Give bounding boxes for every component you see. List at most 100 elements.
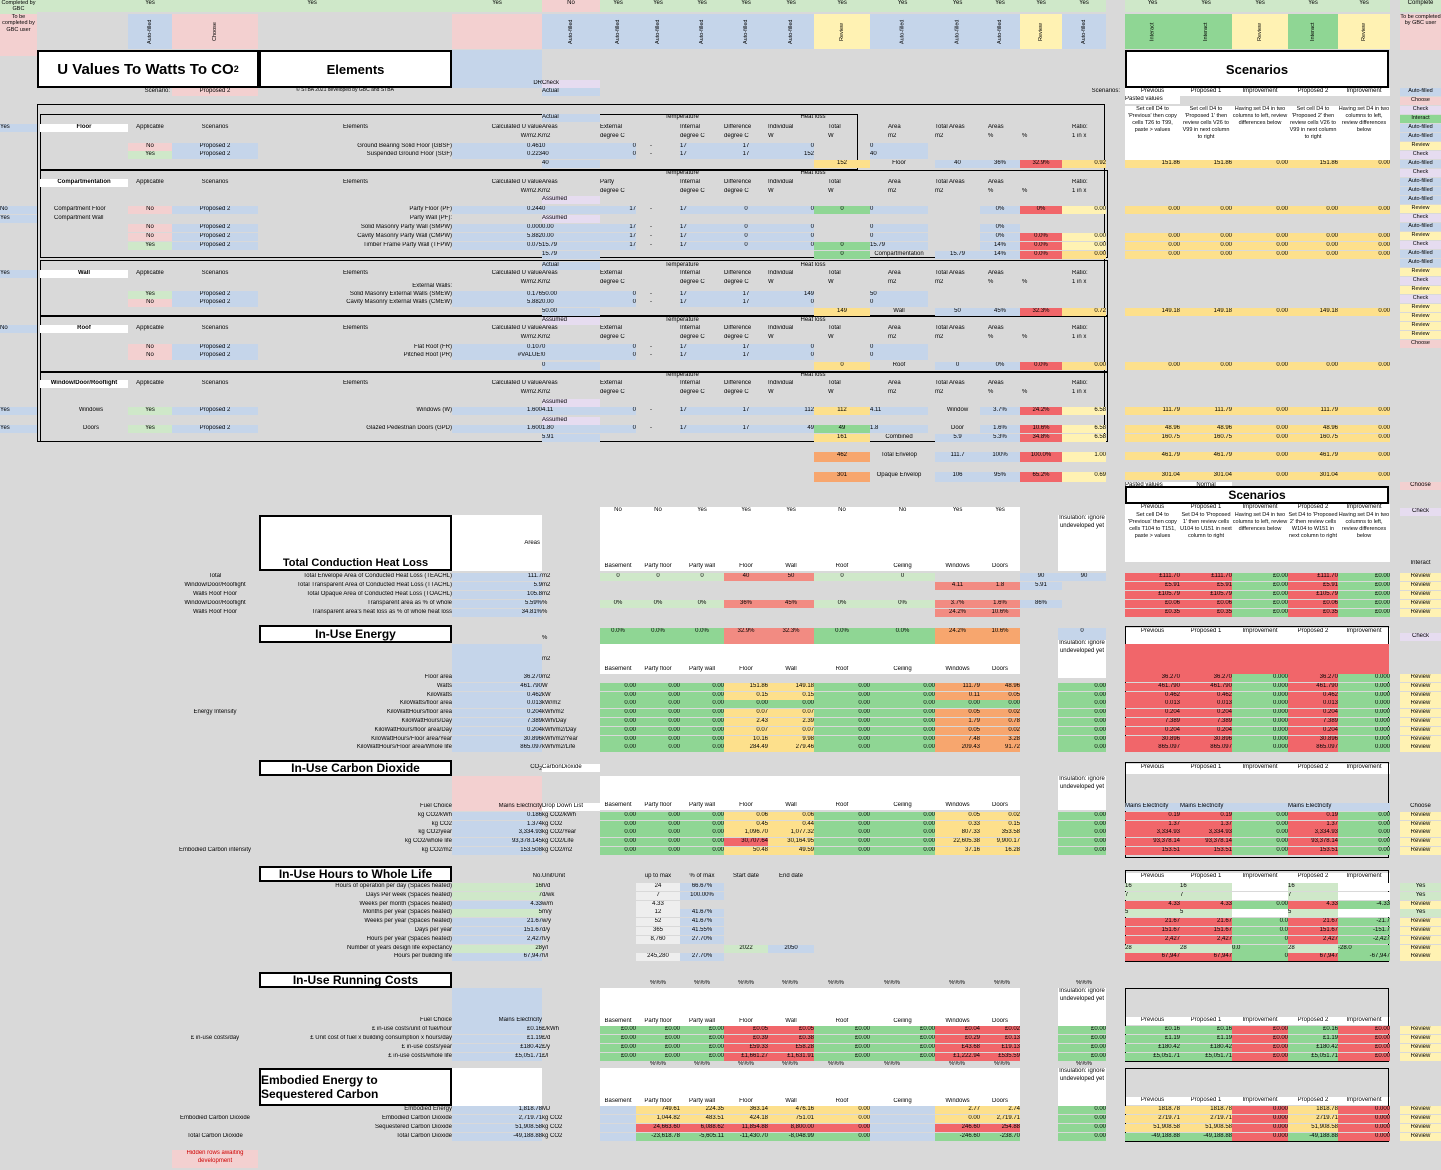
roof-side-status[interactable]: No — [0, 325, 37, 333]
component-value: 424.18 — [724, 1115, 768, 1123]
component-value: £0.00 — [680, 1035, 724, 1043]
row-value[interactable]: 28 — [452, 944, 542, 953]
scenario-select[interactable]: Proposed 2 — [172, 88, 258, 96]
scenario-value: 0.013 — [1288, 700, 1338, 709]
component-col-4: Wall — [768, 563, 814, 571]
row-value[interactable]: Mains Electricity — [452, 803, 542, 811]
section-ratio: 0.00 — [1062, 362, 1106, 370]
status-review: Review — [1400, 744, 1441, 753]
component-col-space — [680, 1068, 724, 1098]
scenario-cell[interactable]: Proposed 2 — [172, 206, 258, 214]
scenario-cell[interactable]: Proposed 2 — [172, 224, 258, 232]
row-label: KiloWatts/floor area — [399, 700, 452, 707]
scenario-cell[interactable]: Proposed 2 — [172, 151, 258, 159]
component-value: 0.02 — [980, 811, 1020, 820]
applicable-select[interactable]: No — [128, 206, 172, 214]
scenario-value — [1338, 803, 1390, 811]
row-value[interactable]: 5 — [452, 909, 542, 918]
component-value: £0.04 — [935, 1026, 980, 1034]
temperature-header: Temperature — [665, 114, 699, 120]
component-col-8: Doors — [980, 1098, 1020, 1106]
scenario-head: Proposed 2 — [1288, 628, 1338, 644]
scenario-value: 111.79 — [1288, 407, 1338, 415]
applicable-select[interactable]: Yes — [128, 407, 172, 415]
col-heatloss — [1022, 270, 1062, 278]
internal-temp: 17 — [680, 143, 724, 151]
row-unit: kg CO2 — [542, 820, 563, 827]
pct-unit: % — [542, 635, 548, 641]
pct-marker: %%% — [948, 1061, 965, 1067]
row-value[interactable]: 7 — [452, 891, 542, 900]
row-value[interactable]: Mains Electricity — [452, 1017, 542, 1025]
applicable-select[interactable]: Yes — [128, 425, 172, 433]
floor-side-status[interactable]: Yes — [0, 124, 37, 132]
scenario-value: £0.00 — [1232, 609, 1288, 617]
difference: 17 — [724, 299, 768, 307]
hours-col-start: Start date — [732, 873, 759, 879]
component-value: 0.00 — [680, 838, 724, 847]
scenario-cell[interactable]: Proposed 2 — [172, 299, 258, 307]
component-value: 0.05 — [935, 726, 980, 735]
component-col-8: Doors — [980, 563, 1020, 571]
window-side-status[interactable]: Yes — [0, 407, 37, 415]
component-value: £0.00 — [636, 1044, 680, 1052]
scenario-cell[interactable]: Proposed 2 — [172, 291, 258, 299]
component-applicable: Yes — [724, 507, 768, 515]
section-total-areas: 40 — [935, 160, 980, 168]
applicable-select[interactable]: No — [128, 233, 172, 241]
scenario-cell[interactable]: Proposed 2 — [172, 407, 258, 415]
component-value: 0.05 — [980, 691, 1020, 700]
component-col-2: Party wall — [680, 1018, 724, 1026]
applicable-select[interactable]: No — [128, 299, 172, 307]
scenario-value: 0.00 — [1232, 829, 1288, 838]
extra-value: 0.00 — [1058, 847, 1106, 855]
dr-cell — [452, 50, 542, 88]
applicable-select[interactable]: Yes — [128, 151, 172, 159]
window-side-status[interactable]: Yes — [0, 425, 37, 433]
scenario-column-label: Interact — [1125, 14, 1180, 49]
applicable-select[interactable]: Yes — [128, 291, 172, 299]
element-name: Suspended Ground Floor (SGF) — [366, 151, 452, 157]
component-value: 0.00 — [814, 1133, 870, 1141]
status-review: Review — [1400, 322, 1441, 330]
applicable-select[interactable]: No — [128, 143, 172, 151]
col-applicable: Applicable — [136, 124, 164, 130]
unit: W — [768, 279, 774, 285]
extra-value: 0.00 — [1058, 811, 1106, 820]
scenario-cell[interactable]: Proposed 2 — [172, 344, 258, 352]
col-total: Total — [828, 380, 841, 386]
scenario-head: Improvement — [1338, 504, 1390, 512]
component-value: 24.2% — [935, 609, 980, 617]
scenario-cell[interactable]: Proposed 2 — [172, 425, 258, 433]
row-value[interactable]: 16 — [452, 883, 542, 891]
scenario-cell[interactable]: Proposed 2 — [172, 352, 258, 360]
dash: - — [650, 224, 652, 230]
difference: 0 — [724, 206, 768, 214]
scenario-value: 7.389 — [1180, 718, 1232, 726]
pct-marker: %%% — [883, 980, 900, 986]
component-value: 0.00 — [814, 820, 870, 829]
start-date[interactable]: 2022 — [724, 944, 768, 953]
individual-w: 0 — [768, 299, 814, 307]
scenario-value: £0.00 — [1232, 1044, 1288, 1052]
scenario-cell[interactable]: Proposed 2 — [172, 233, 258, 241]
applicable-select[interactable]: No — [128, 224, 172, 232]
scenario-value: 0.000 — [1338, 1124, 1390, 1132]
component-col-0: Basement — [600, 1018, 636, 1026]
component-value: 279.46 — [768, 744, 814, 753]
scenario-value: 0.19 — [1125, 811, 1180, 820]
scenario-cell[interactable]: Proposed 2 — [172, 143, 258, 151]
applicable-select[interactable]: No — [128, 352, 172, 360]
scenario-value: 0.00 — [1338, 829, 1390, 838]
row-unit: kWh/Day — [542, 718, 567, 724]
comp-wall-status[interactable]: Yes — [0, 215, 37, 223]
energy-pct: 0.0% — [870, 628, 935, 644]
applicable-select[interactable]: No — [128, 344, 172, 352]
scenario-cell[interactable]: Proposed 2 — [172, 242, 258, 250]
element-name: Cavity Masonry External Walls (CMEW) — [346, 299, 452, 305]
applicable-select[interactable]: Yes — [128, 242, 172, 250]
unit: m2 — [935, 188, 944, 194]
wall-side-status[interactable]: Yes — [0, 270, 37, 278]
comp-floor-status[interactable]: No — [0, 206, 37, 214]
